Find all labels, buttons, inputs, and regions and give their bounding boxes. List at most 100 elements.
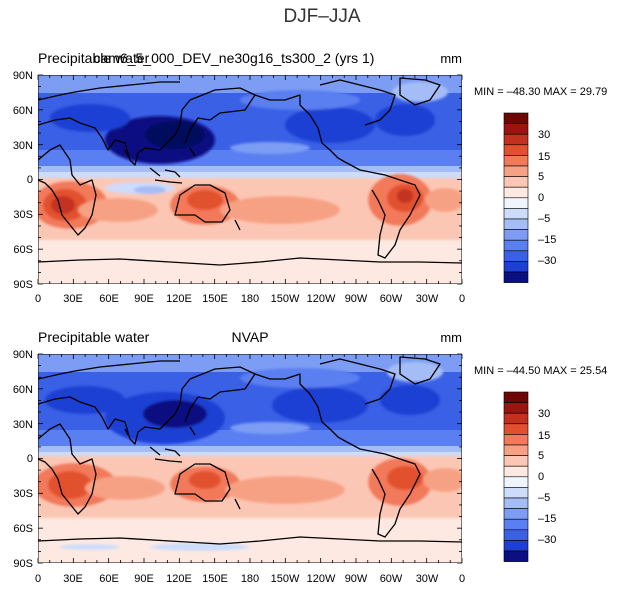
lon-label: 150W <box>271 293 300 305</box>
lon-label: 120E <box>166 293 192 305</box>
axis-ticks <box>37 353 463 564</box>
colorbar-label: 30 <box>538 129 550 141</box>
min-max-text: MIN = –44.50 MAX = 25.54 <box>474 365 607 377</box>
colorbar-swatch <box>503 271 529 283</box>
lon-label: 0 <box>459 573 465 585</box>
panel-units: mm <box>440 51 462 66</box>
colorbar-swatch <box>503 434 529 446</box>
lon-label: 30E <box>63 293 83 305</box>
lat-label: 0 <box>27 453 33 465</box>
colorbar-label: 0 <box>538 192 544 204</box>
lat-axis: 90N 60N 30N 0 30S 60S 90S <box>13 70 33 291</box>
colorbar-swatch <box>503 497 529 509</box>
colorbar-swatch <box>503 165 529 177</box>
colorbar-swatch <box>503 455 529 467</box>
lon-label: 150E <box>202 293 228 305</box>
colorbar-label: 5 <box>538 171 544 183</box>
colorbar-swatch <box>503 155 529 167</box>
lat-label: 60N <box>13 105 33 117</box>
colorbar-swatch <box>503 229 529 241</box>
colorbar-swatch <box>503 402 529 414</box>
panel-left-title: Precipitable water <box>38 50 150 66</box>
colorbar-swatch <box>503 476 529 488</box>
colorbar-label: 15 <box>538 430 550 442</box>
panel-center-title: NVAP <box>231 329 268 345</box>
colorbar-swatch <box>503 550 529 562</box>
lat-label: 0 <box>27 174 33 186</box>
lon-label: 150W <box>271 573 300 585</box>
colorbar-label: –15 <box>538 234 556 246</box>
lon-label: 120W <box>307 573 336 585</box>
lat-label: 30N <box>13 419 33 431</box>
lon-label: 120W <box>307 293 336 305</box>
lon-label: 90E <box>134 293 154 305</box>
colorbar-swatch <box>503 112 529 124</box>
lat-label: 60S <box>13 523 33 535</box>
colorbar-labels: 30 15 5 0 –5 –15 –30 <box>538 129 556 267</box>
colorbar-label: –5 <box>538 492 550 504</box>
colorbar-swatch <box>503 423 529 435</box>
map-field <box>38 75 462 284</box>
lat-label: 90N <box>13 349 33 361</box>
colorbar-label: –5 <box>538 213 550 225</box>
lon-label: 90W <box>345 293 368 305</box>
lon-label: 90E <box>134 573 154 585</box>
colorbar-label: –30 <box>538 255 556 267</box>
colorbar-swatch <box>503 186 529 199</box>
lon-label: 180 <box>241 293 259 305</box>
lat-label: 30S <box>13 488 33 500</box>
panel-observation: Precipitable water NVAP mm <box>13 329 608 585</box>
colorbar-swatch <box>503 123 529 135</box>
lon-label: 0 <box>459 293 465 305</box>
colorbar-label: 0 <box>538 471 544 483</box>
panel-units: mm <box>440 330 462 345</box>
panel-model: Precipitable water cam6_5_000_DEV_ne30g1… <box>13 50 608 305</box>
colorbar-label: 5 <box>538 450 544 462</box>
lat-axis: 90N 60N 30N 0 30S 60S 90S <box>13 349 33 570</box>
colorbar-label: –15 <box>538 513 556 525</box>
lat-label: 90S <box>13 279 33 291</box>
colorbar-swatch <box>503 518 529 531</box>
colorbar-swatch <box>503 444 529 456</box>
lat-label: 60N <box>13 384 33 396</box>
page-title: DJF–JJA <box>283 6 360 27</box>
lon-label: 30W <box>416 573 439 585</box>
colorbar-label: –30 <box>538 534 556 546</box>
colorbar-swatch <box>503 144 529 156</box>
colorbar-swatch <box>503 465 529 478</box>
panel-left-title: Precipitable water <box>38 329 150 345</box>
colorbar-swatch <box>503 391 529 403</box>
panel-center-title: cam6_5_000_DEV_ne30g16_ts300_2 (yrs 1) <box>94 50 375 66</box>
lon-label: 180 <box>241 573 259 585</box>
lon-label: 60W <box>380 293 403 305</box>
colorbar-swatch <box>503 239 529 252</box>
colorbar-swatch <box>503 133 529 146</box>
lon-label: 60W <box>380 573 403 585</box>
map-field <box>38 354 462 563</box>
colorbar-swatch <box>503 529 529 541</box>
lat-label: 60S <box>13 244 33 256</box>
lon-label: 60E <box>99 293 119 305</box>
colorbar-swatch <box>503 250 529 262</box>
lon-label: 60E <box>99 573 119 585</box>
colorbar-swatch <box>503 218 529 230</box>
colorbar-swatch <box>503 208 529 220</box>
colorbar-swatch <box>503 197 529 209</box>
lon-label: 30E <box>63 573 83 585</box>
lon-label: 0 <box>35 573 41 585</box>
lon-label: 90W <box>345 573 368 585</box>
lon-label: 0 <box>35 293 41 305</box>
colorbar-swatch <box>503 540 529 552</box>
colorbar-swatch <box>503 508 529 520</box>
colorbar-label: 30 <box>538 408 550 420</box>
colorbar <box>503 391 529 562</box>
lon-label: 120E <box>166 573 192 585</box>
lon-axis: 0 30E 60E 90E 120E 150E 180 150W 120W 90… <box>35 573 465 585</box>
lat-label: 30N <box>13 140 33 152</box>
colorbar-labels: 30 15 5 0 –5 –15 –30 <box>538 408 556 546</box>
lat-label: 90S <box>13 558 33 570</box>
colorbar-swatch <box>503 487 529 499</box>
colorbar-label: 15 <box>538 151 550 163</box>
lat-label: 30S <box>13 209 33 221</box>
